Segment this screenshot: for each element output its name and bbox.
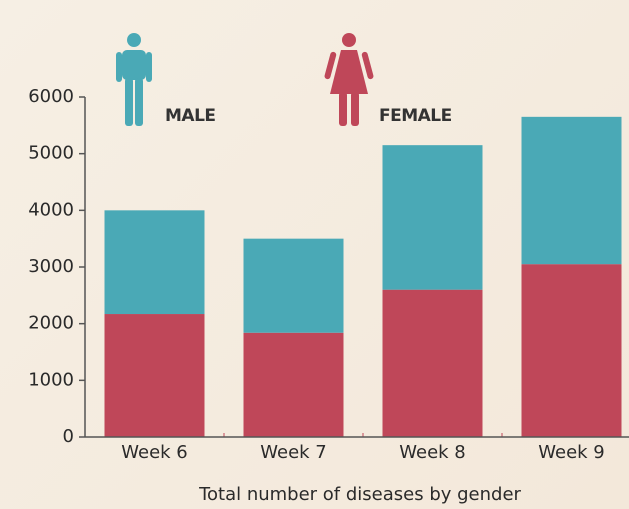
bar-segment bbox=[243, 332, 344, 437]
y-tick-label: 0 bbox=[63, 426, 74, 447]
legend-label: FEMALE bbox=[379, 106, 452, 126]
y-tick-label: 4000 bbox=[28, 199, 74, 220]
bar-segment bbox=[521, 116, 622, 265]
x-tick-label: Week 8 bbox=[399, 442, 466, 463]
male-icon bbox=[116, 33, 152, 126]
y-tick-label: 5000 bbox=[28, 143, 74, 164]
y-tick-label: 2000 bbox=[28, 313, 74, 334]
female-icon bbox=[324, 33, 374, 126]
bar-segment bbox=[382, 145, 483, 290]
x-axis-title: Total number of diseases by gender bbox=[198, 484, 521, 505]
bar-segment bbox=[104, 314, 205, 437]
bar-segment bbox=[243, 238, 344, 333]
bar-segment bbox=[521, 264, 622, 437]
legend-label: MALE bbox=[165, 106, 216, 126]
x-tick-label: Week 9 bbox=[538, 442, 605, 463]
x-tick-label: Week 6 bbox=[121, 442, 188, 463]
bar-segment bbox=[382, 289, 483, 437]
y-tick-label: 6000 bbox=[28, 86, 74, 107]
bar-segment bbox=[104, 210, 205, 315]
x-tick-label: Week 7 bbox=[260, 442, 327, 463]
y-tick-label: 1000 bbox=[28, 369, 74, 390]
y-tick-label: 3000 bbox=[28, 256, 74, 277]
